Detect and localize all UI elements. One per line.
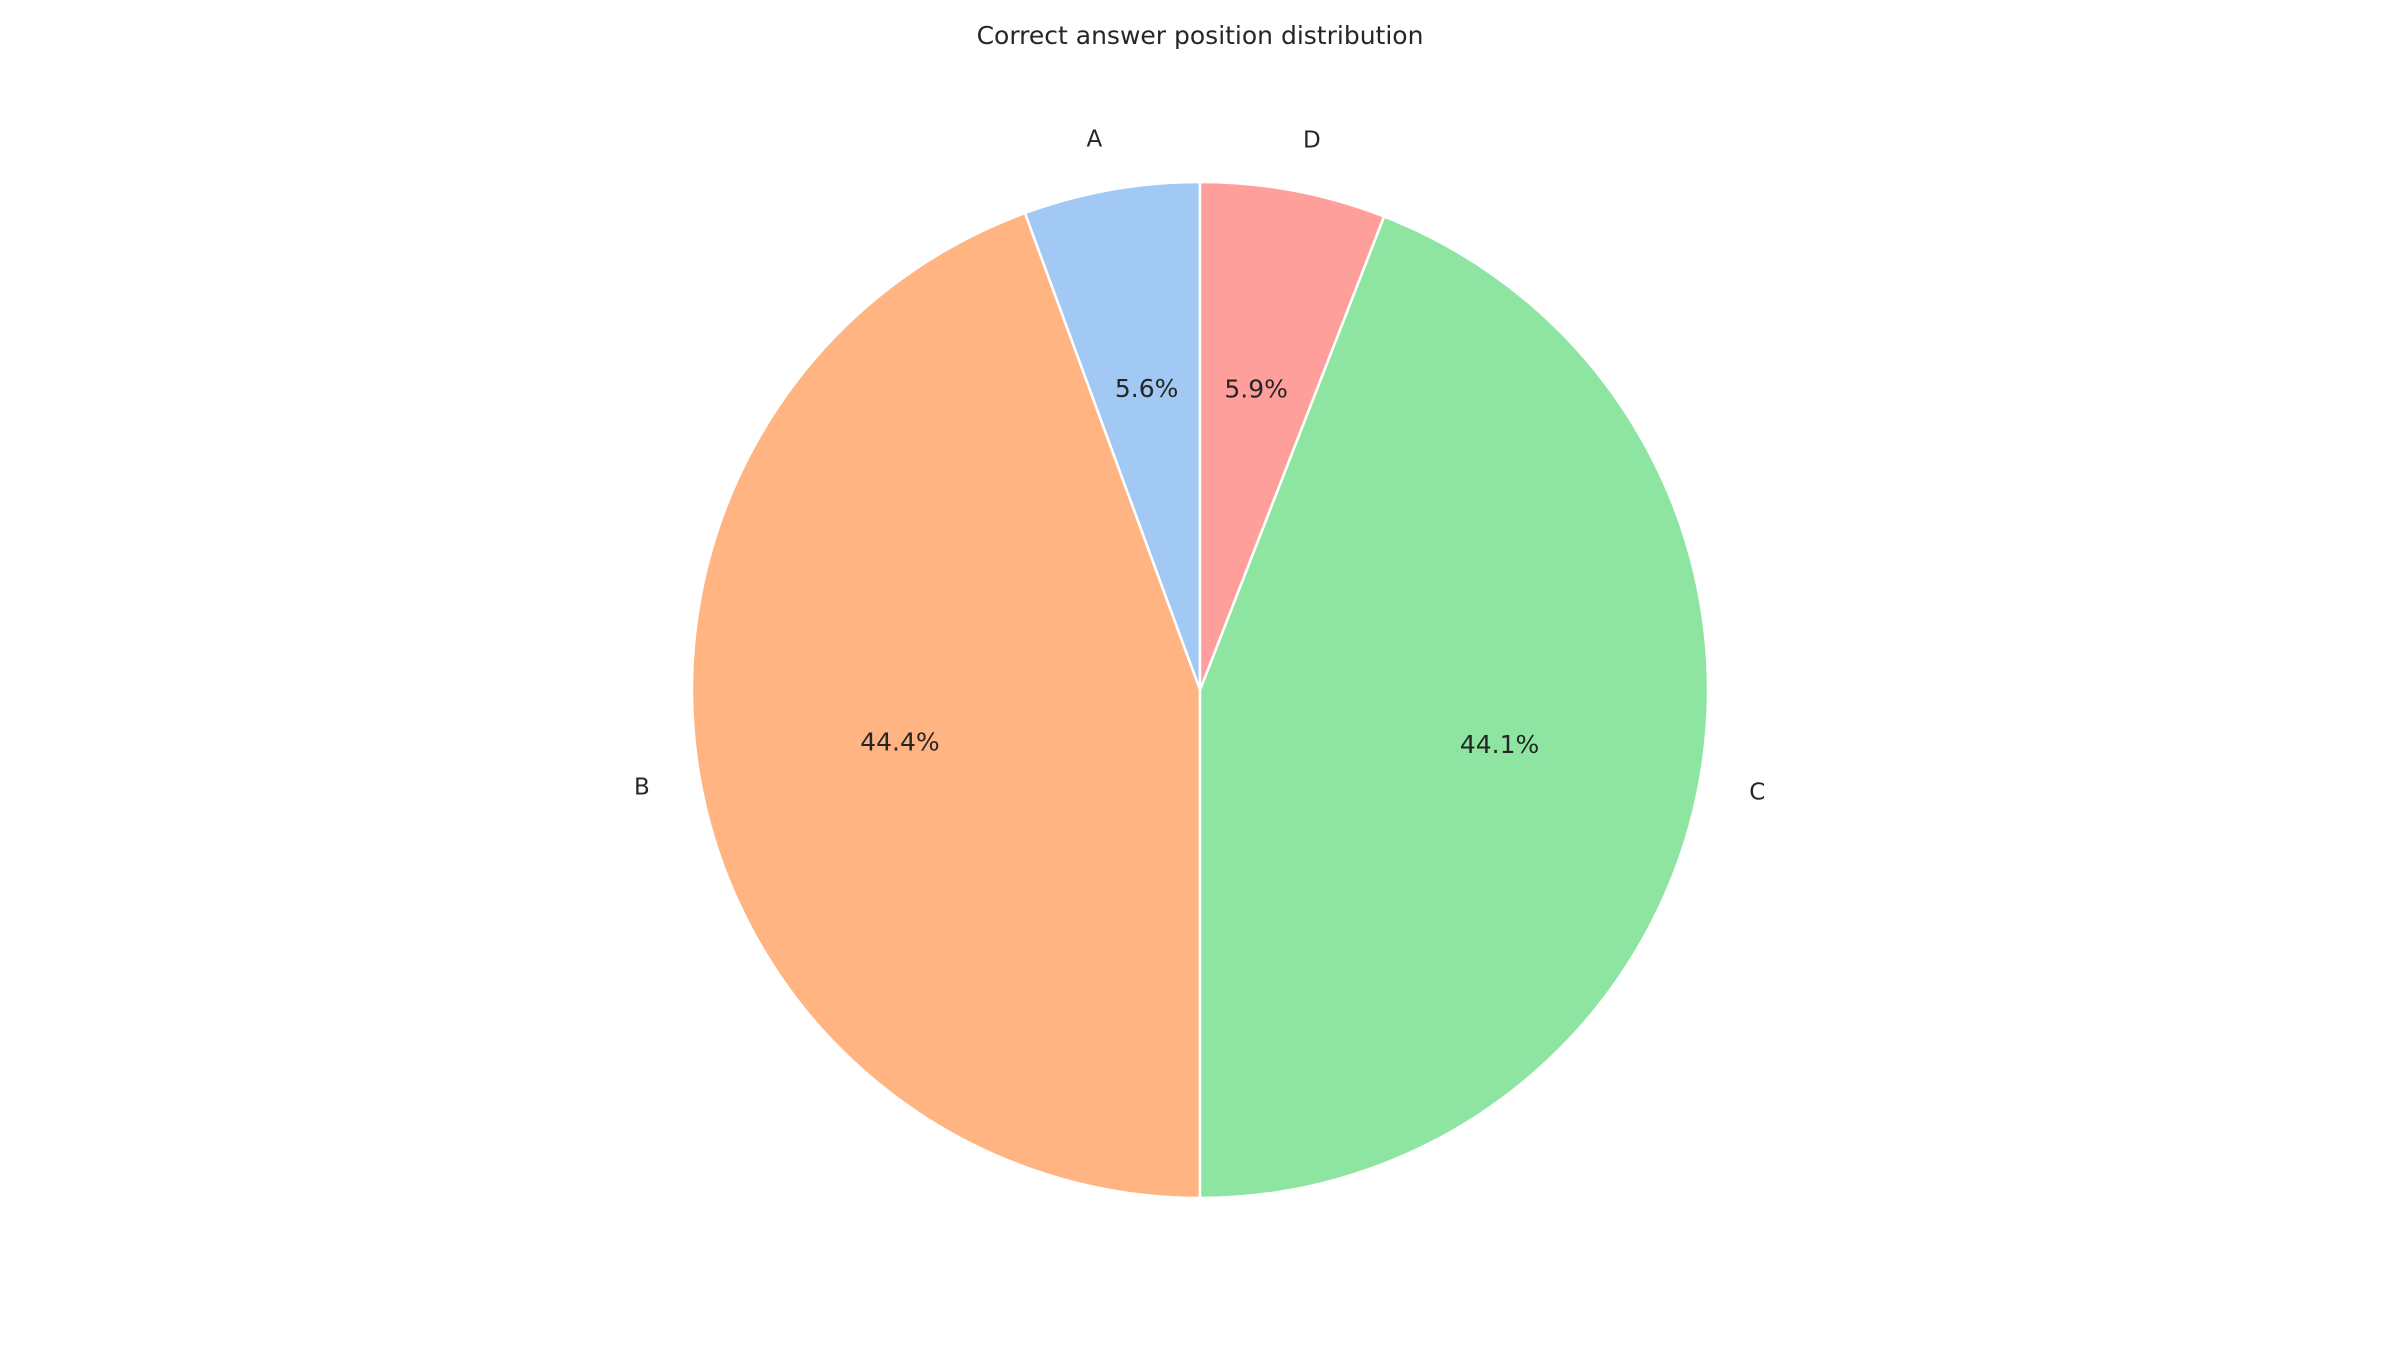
slice-label-c: C (1749, 779, 1765, 805)
slice-label-a: A (1086, 126, 1102, 152)
pie-slice-c (1198, 215, 1710, 1200)
slice-percent-a: 5.6% (1115, 374, 1179, 403)
pie-slice-a (1023, 180, 1202, 692)
slice-percent-c: 44.1% (1460, 730, 1539, 759)
slice-label-b: B (634, 774, 650, 800)
slice-label-d: D (1303, 127, 1321, 153)
pie-slice-b (690, 211, 1202, 1200)
pie-slice-d (1198, 180, 1386, 692)
chart-title: Correct answer position distribution (977, 21, 1424, 50)
slice-percent-b: 44.4% (860, 727, 939, 756)
labels-group: A 5.6% B 44.4% C 44.1% D 5.9% (634, 126, 1765, 805)
slice-percent-d: 5.9% (1224, 374, 1288, 403)
slices-group (690, 180, 1710, 1200)
